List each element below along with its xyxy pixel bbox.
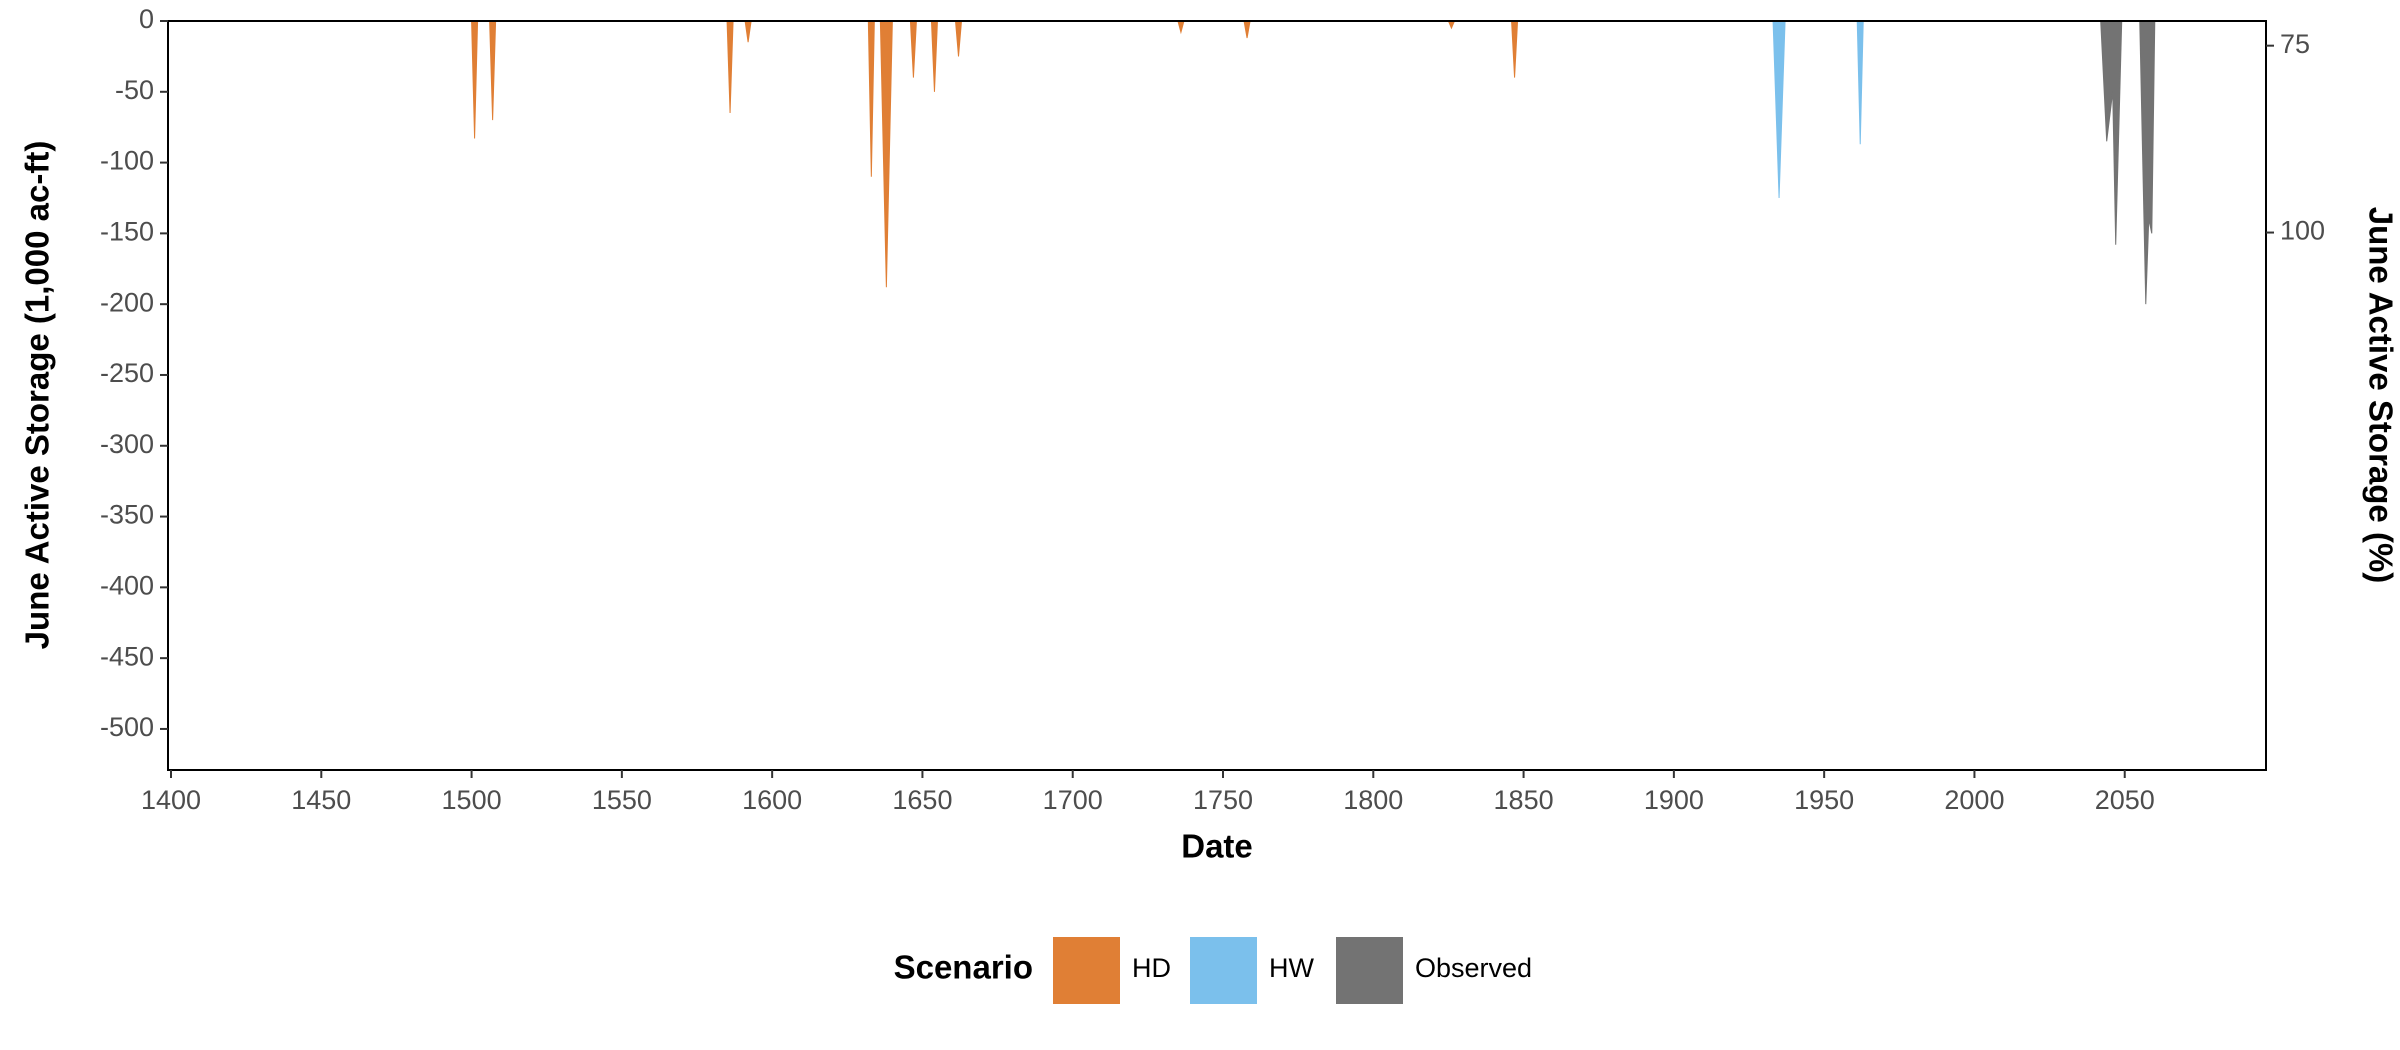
legend-key (1053, 937, 1120, 1004)
x-tick-label: 1600 (742, 785, 802, 815)
x-tick-label: 1750 (1193, 785, 1253, 815)
y-tick-label: -350 (100, 500, 154, 530)
x-tick-label: 1700 (1043, 785, 1103, 815)
legend-label: Observed (1415, 953, 1532, 983)
area (2100, 20, 2156, 305)
x-tick-label: 1800 (1343, 785, 1403, 815)
y-tick-label: -150 (100, 217, 154, 247)
y-tick-label: -100 (100, 146, 154, 176)
area (471, 20, 1519, 288)
y-tick-label: -400 (100, 570, 154, 600)
x-tick-label: 1850 (1494, 785, 1554, 815)
legend-label: HD (1132, 953, 1171, 983)
y-tick-label: -500 (100, 712, 154, 742)
area (1772, 20, 1864, 199)
x-tick-label: 1650 (892, 785, 952, 815)
x-tick-label: 2000 (1944, 785, 2004, 815)
y-tick-label: -200 (100, 287, 154, 317)
y2-axis-title: June Active Storage (%) (2362, 207, 2399, 584)
y-tick-label: 0 (139, 4, 154, 34)
x-tick-label: 1500 (442, 785, 502, 815)
legend-label: HW (1269, 953, 1314, 983)
y-tick-label: -50 (115, 75, 154, 105)
x-axis-title: Date (1181, 828, 1253, 865)
x-tick-label: 1900 (1644, 785, 1704, 815)
y2-tick-label: 75 (2280, 29, 2310, 59)
x-tick-label: 1950 (1794, 785, 1854, 815)
x-tick-label: 1450 (291, 785, 351, 815)
x-tick-label: 1400 (141, 785, 201, 815)
legend-key (1336, 937, 1403, 1004)
y-tick-label: -300 (100, 429, 154, 459)
y-axis-title: June Active Storage (1,000 ac-ft) (19, 141, 56, 650)
axis-frame (167, 20, 2267, 771)
x-tick-label: 1550 (592, 785, 652, 815)
x-tick-label: 2050 (2095, 785, 2155, 815)
legend-title: Scenario (894, 949, 1033, 986)
y-tick-label: -250 (100, 358, 154, 388)
legend-key (1190, 937, 1257, 1004)
y-tick-label: -450 (100, 641, 154, 671)
y2-tick-label: 100 (2280, 216, 2325, 246)
